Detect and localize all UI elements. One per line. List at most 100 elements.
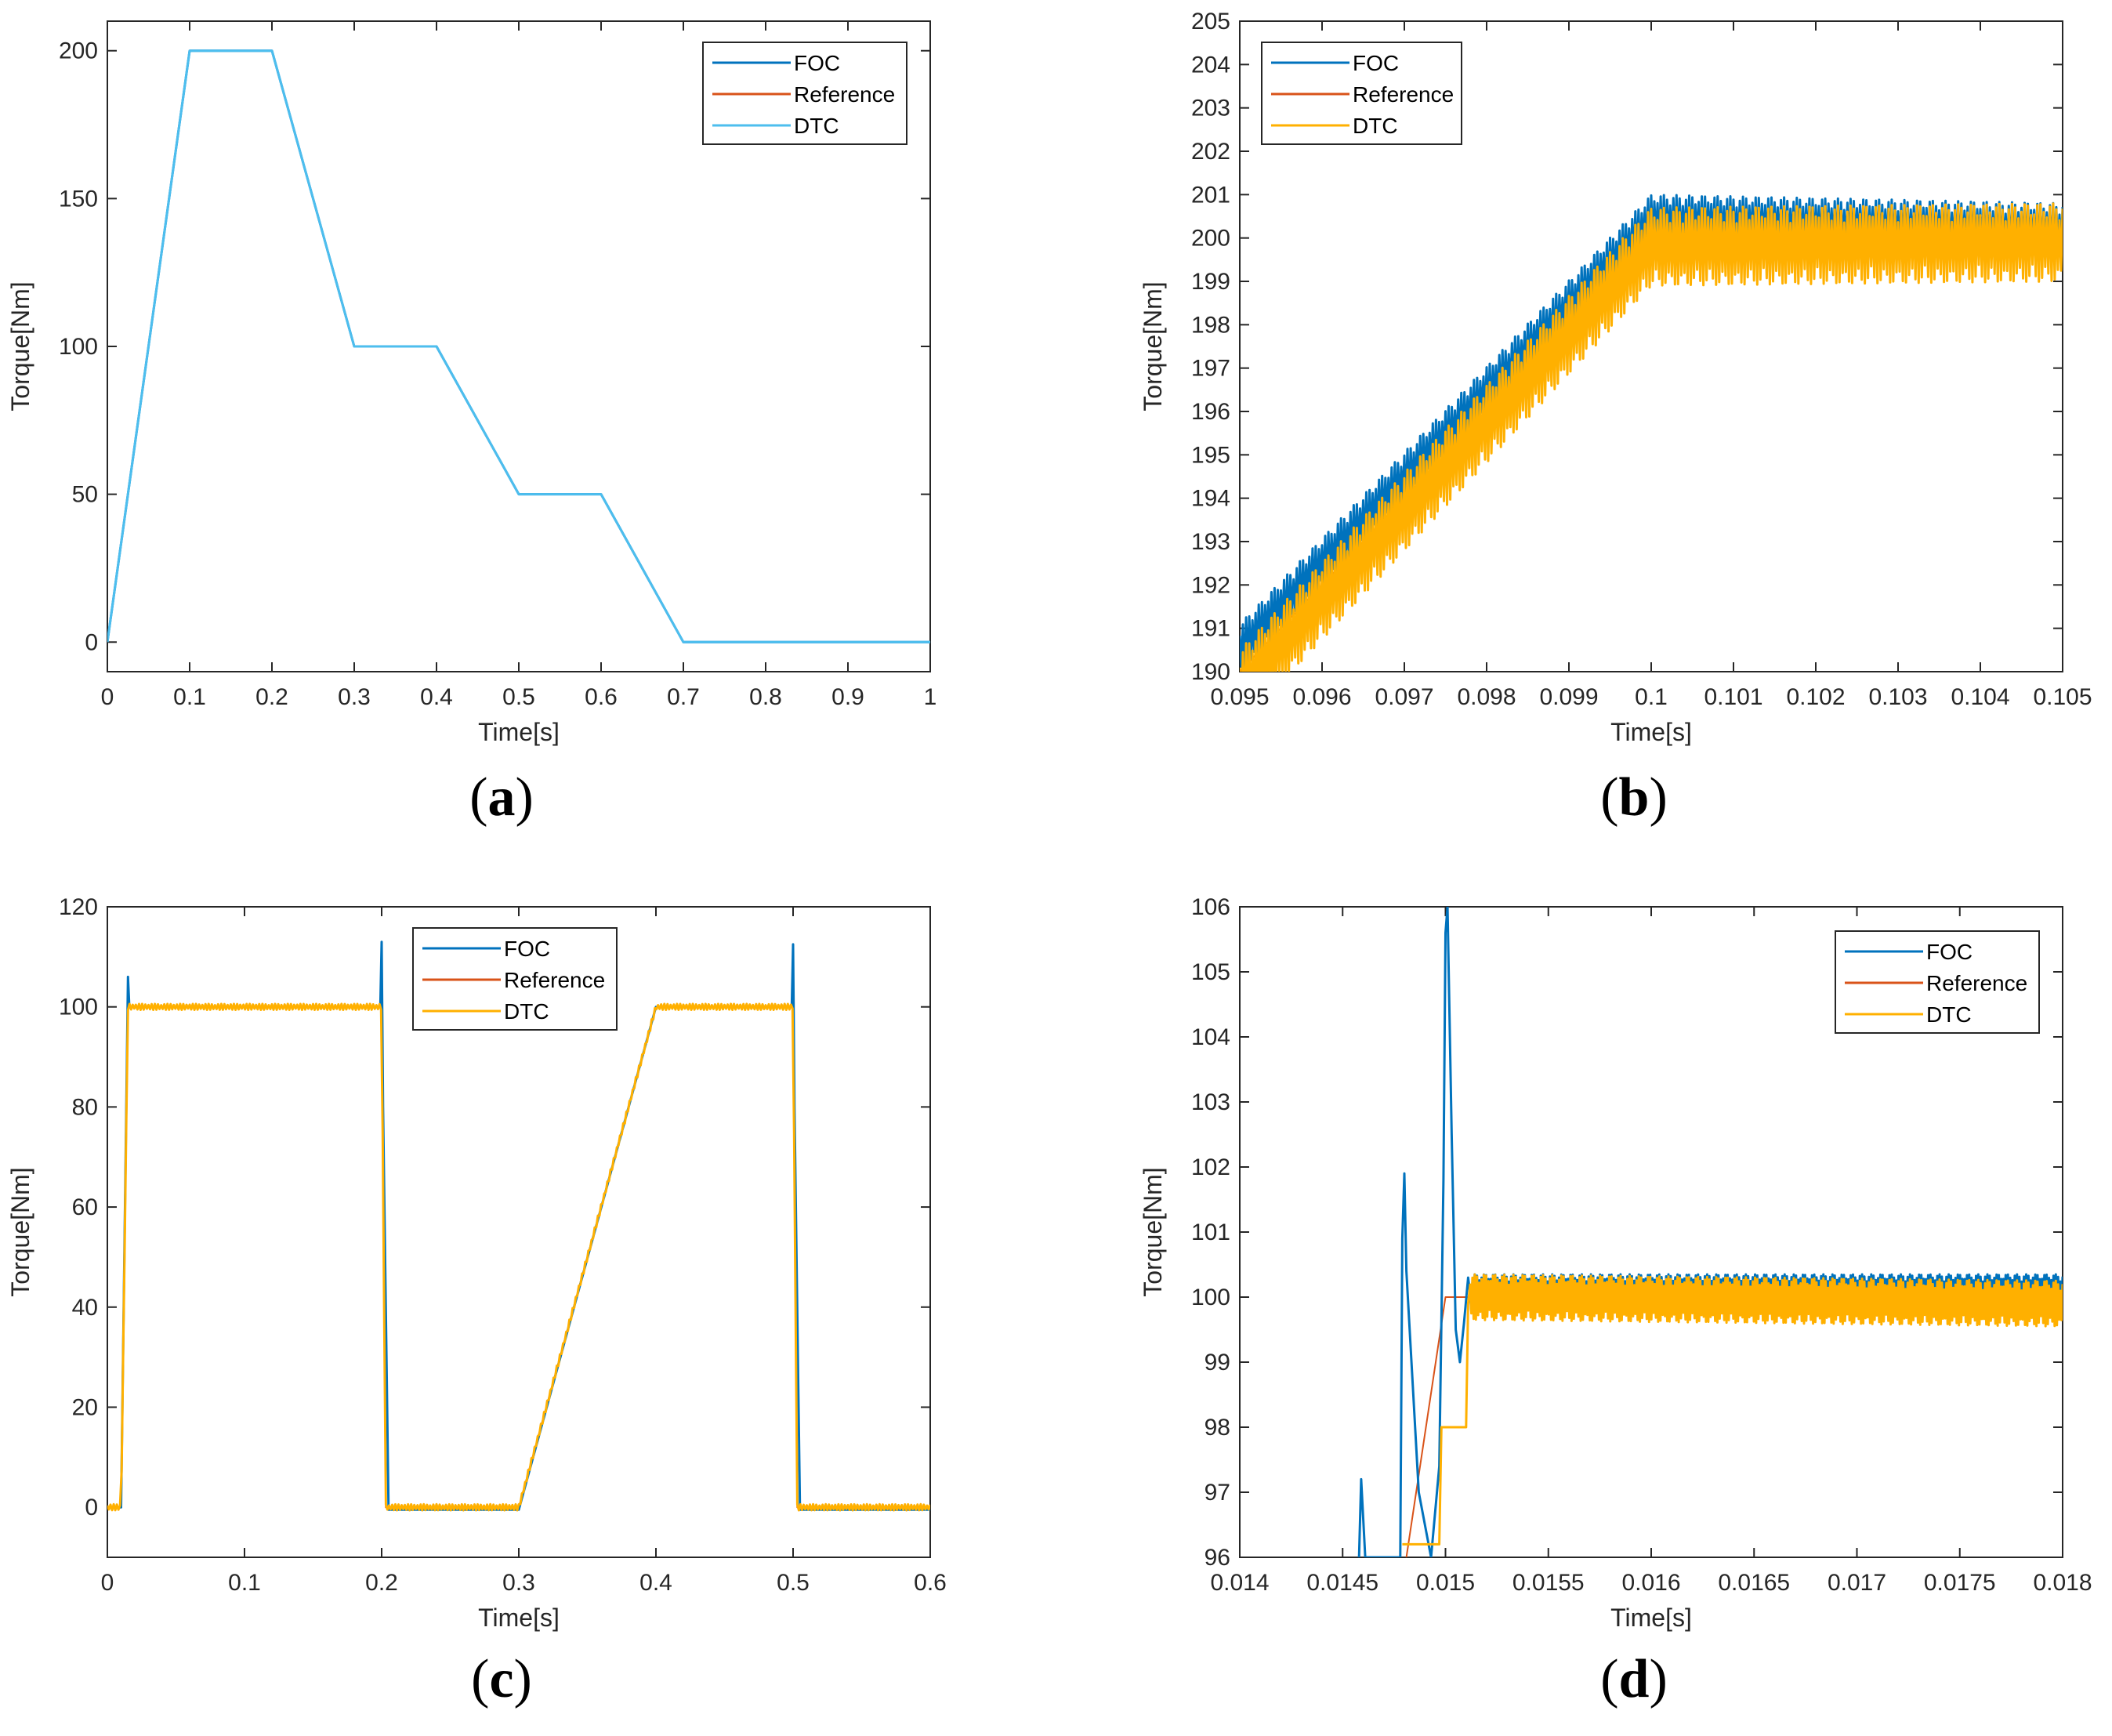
y-tick-label: 106 bbox=[1191, 894, 1230, 920]
y-tick-label: 196 bbox=[1191, 399, 1230, 425]
plot-area bbox=[1240, 194, 2063, 672]
panel-caption-letter: d bbox=[1619, 1649, 1650, 1709]
y-axis-label: Torque[Nm] bbox=[1139, 1167, 1167, 1296]
x-tick-label: 0.0155 bbox=[1512, 1570, 1585, 1596]
x-tick-label: 0.2 bbox=[255, 684, 288, 710]
x-tick-label: 0.0145 bbox=[1306, 1570, 1378, 1596]
x-axis-label: Time[s] bbox=[478, 718, 560, 746]
x-tick-label: 0.0165 bbox=[1718, 1570, 1790, 1596]
legend: FOC Reference DTC bbox=[702, 42, 907, 145]
x-tick-label: 0.018 bbox=[2033, 1570, 2092, 1596]
x-tick-label: 0.015 bbox=[1416, 1570, 1475, 1596]
x-tick-label: 0.9 bbox=[831, 684, 864, 710]
y-tick-label: 200 bbox=[1191, 226, 1230, 252]
y-tick-label: 201 bbox=[1191, 182, 1230, 208]
y-tick-label: 199 bbox=[1191, 269, 1230, 295]
plot-area bbox=[107, 940, 930, 1512]
y-axis-label: Torque[Nm] bbox=[1139, 281, 1167, 411]
y-tick-label: 193 bbox=[1191, 529, 1230, 555]
y-tick-label: 198 bbox=[1191, 312, 1230, 338]
y-tick-label: 197 bbox=[1191, 356, 1230, 382]
y-tick-label: 100 bbox=[59, 334, 98, 360]
y-axis-label: Torque[Nm] bbox=[6, 281, 34, 411]
x-tick-label: 0.3 bbox=[502, 1570, 535, 1596]
panel-caption-letter: a bbox=[488, 767, 516, 828]
panel-d: 0.014 0.0145 0.015 0.0155 0.016 0.0165 0.017 0.… bbox=[1139, 894, 2092, 1709]
series-line-dtc bbox=[1402, 1273, 2063, 1546]
x-tick-label: 0.0175 bbox=[1924, 1570, 1996, 1596]
panel-b: 0.095 0.096 0.097 0.098 0.099 0.1 0.101 0.102 0.… bbox=[1139, 9, 2092, 828]
x-tick-label: 0 bbox=[101, 1570, 114, 1596]
y-tick-label: 104 bbox=[1191, 1024, 1230, 1050]
legend-label-reference: Reference bbox=[1353, 82, 1454, 107]
y-tick-label: 100 bbox=[1191, 1285, 1230, 1310]
y-tick-label: 205 bbox=[1191, 9, 1230, 34]
y-tick-label: 150 bbox=[59, 186, 98, 212]
y-tick-label: 204 bbox=[1191, 52, 1230, 78]
x-tick-label: 0.6 bbox=[914, 1570, 947, 1596]
legend-label-reference: Reference bbox=[1926, 971, 2027, 995]
x-tick-label: 0.104 bbox=[1951, 684, 2009, 710]
x-tick-label: 0.101 bbox=[1704, 684, 1762, 710]
x-tick-label: 0.1 bbox=[1635, 684, 1668, 710]
panel-caption: (c) bbox=[471, 1649, 532, 1709]
y-tick-label: 200 bbox=[59, 38, 98, 64]
y-tick-label: 99 bbox=[1205, 1350, 1230, 1375]
y-axis-label: Torque[Nm] bbox=[6, 1167, 34, 1296]
y-tick-label: 194 bbox=[1191, 486, 1230, 512]
x-tick-label: 0.095 bbox=[1210, 684, 1269, 710]
y-tick-label: 0 bbox=[85, 1495, 98, 1520]
panel-caption: (d) bbox=[1600, 1649, 1668, 1709]
series-line-dtc bbox=[107, 49, 930, 643]
x-tick-label: 0.017 bbox=[1828, 1570, 1886, 1596]
x-tick-label: 0.3 bbox=[338, 684, 371, 710]
y-tick-label: 120 bbox=[59, 894, 98, 920]
panel-caption-letter: b bbox=[1619, 767, 1650, 828]
y-tick-label: 202 bbox=[1191, 139, 1230, 165]
x-tick-label: 0.8 bbox=[749, 684, 782, 710]
x-tick-label: 0.014 bbox=[1210, 1570, 1269, 1596]
y-tick-label: 105 bbox=[1191, 959, 1230, 985]
legend-label-dtc: DTC bbox=[794, 114, 839, 138]
x-tick-label: 0.4 bbox=[420, 684, 453, 710]
x-axis-label: Time[s] bbox=[1610, 1604, 1692, 1632]
legend-label-foc: FOC bbox=[504, 937, 550, 961]
y-tick-label: 192 bbox=[1191, 572, 1230, 598]
y-tick-label: 190 bbox=[1191, 659, 1230, 685]
x-tick-label: 0.098 bbox=[1457, 684, 1516, 710]
legend: FOC Reference DTC bbox=[1835, 930, 2040, 1034]
series-line-dtc bbox=[1240, 202, 2063, 672]
y-tick-label: 98 bbox=[1205, 1415, 1230, 1441]
x-tick-label: 0.5 bbox=[777, 1570, 810, 1596]
panel-c: 0 0.1 0.2 0.3 0.4 0.5 0.6 0 20 40 60 80 100 120 Time[s… bbox=[6, 894, 947, 1709]
legend: FOC Reference DTC bbox=[412, 927, 618, 1031]
x-tick-label: 0.105 bbox=[2033, 684, 2092, 710]
y-tick-label: 50 bbox=[72, 482, 98, 508]
y-tick-label: 102 bbox=[1191, 1154, 1230, 1180]
panel-a: 0 0.1 0.2 0.3 0.4 0.5 0.6 0.7 0.8 0.9 1 0 50 100 150 20… bbox=[6, 20, 937, 828]
series-line-dtc bbox=[107, 1002, 930, 1512]
legend-label-reference: Reference bbox=[504, 968, 605, 992]
y-tick-label: 100 bbox=[59, 995, 98, 1020]
y-tick-label: 101 bbox=[1191, 1220, 1230, 1245]
plot-area bbox=[107, 49, 930, 643]
x-tick-label: 0 bbox=[101, 684, 114, 710]
y-tick-label: 60 bbox=[72, 1194, 98, 1220]
legend-label-foc: FOC bbox=[1926, 940, 1973, 964]
legend: FOC Reference DTC bbox=[1261, 42, 1462, 145]
x-tick-label: 0.2 bbox=[365, 1570, 398, 1596]
panel-caption: (b) bbox=[1600, 767, 1668, 828]
y-tick-label: 96 bbox=[1205, 1545, 1230, 1571]
x-tick-label: 0.103 bbox=[1868, 684, 1927, 710]
x-axis-label: Time[s] bbox=[478, 1604, 560, 1632]
y-tick-label: 97 bbox=[1205, 1480, 1230, 1506]
y-tick-label: 195 bbox=[1191, 442, 1230, 468]
x-tick-label: 0.5 bbox=[502, 684, 535, 710]
x-tick-label: 1 bbox=[924, 684, 937, 710]
series-line-reference bbox=[1240, 237, 2063, 672]
legend-label-reference: Reference bbox=[794, 82, 895, 107]
x-tick-label: 0.1 bbox=[228, 1570, 261, 1596]
x-tick-label: 0.4 bbox=[639, 1570, 672, 1596]
y-tick-label: 80 bbox=[72, 1094, 98, 1120]
